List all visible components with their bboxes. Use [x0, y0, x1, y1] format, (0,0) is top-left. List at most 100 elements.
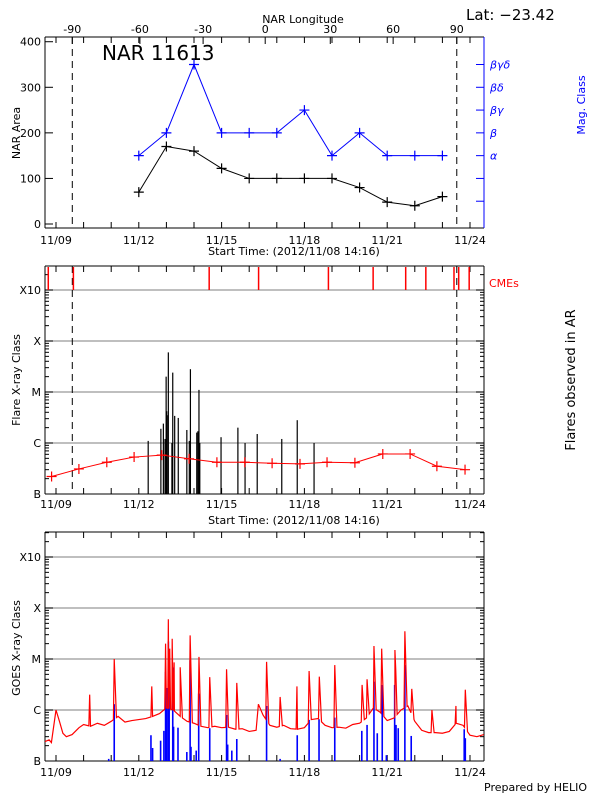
flare-x-tick-label: 11/12 [123, 498, 155, 511]
mag-class-point [354, 127, 365, 138]
area-x-tick-label: 11/15 [206, 234, 238, 247]
mag-class-ylabel: Mag. Class [575, 75, 588, 134]
goes-x-tick-label: 11/09 [40, 766, 72, 779]
cme-label: CMEs [489, 277, 519, 290]
area-x-tick-label: 11/24 [454, 234, 486, 247]
goes-x-tick-label: 11/15 [206, 766, 238, 779]
flare-mean-point [431, 461, 442, 472]
area-xlabel: Start Time: (2012/11/08 14:16) [208, 245, 380, 258]
area-point [189, 146, 199, 157]
mag-class-point [161, 127, 172, 138]
goes-x-tick-label: 11/12 [123, 766, 155, 779]
mag-class-point [189, 59, 199, 70]
mag-class-point [409, 150, 420, 161]
flare-mean-point [184, 453, 195, 464]
area-point [244, 173, 255, 184]
area-x-tick-label: 11/18 [289, 234, 321, 247]
flare-y-tick-label: X [33, 335, 41, 348]
area-point [299, 173, 310, 184]
goes-y-tick-label: X10 [19, 551, 41, 564]
mag-class-point [216, 127, 227, 138]
goes-x-tick-label: 11/21 [371, 766, 403, 779]
longitude-tick-label: 60 [386, 23, 400, 36]
region-title: NAR 11613 [102, 41, 215, 65]
mag-class-line [138, 63, 443, 157]
flare-x-tick-label: 11/18 [289, 498, 321, 511]
area-x-tick-label: 11/12 [123, 234, 155, 247]
footer-credit: Prepared by HELIO [484, 781, 587, 794]
mag-class-tick-label: βδ [489, 81, 504, 94]
flare-mean-point [322, 457, 333, 468]
goes-x-tick-label: 11/18 [289, 766, 321, 779]
area-point [216, 163, 227, 174]
mag-class-point [133, 150, 144, 161]
goes-ylabel: GOES X-ray Class [10, 600, 23, 696]
goes-y-tick-label: B [33, 755, 41, 768]
mag-class-point [382, 150, 393, 161]
flare-mean-point [405, 448, 416, 459]
flare-mean-point [349, 457, 360, 468]
mag-class-point [271, 127, 282, 138]
area-y-tick-label: 0 [34, 218, 41, 231]
flare-mean-point [294, 458, 305, 469]
flare-y-tick-label: X10 [19, 284, 41, 297]
area-y-tick-label: 400 [20, 36, 41, 49]
area-y-tick-label: 300 [20, 81, 41, 94]
longitude-tick-label: -90 [63, 23, 81, 36]
flare-x-tick-label: 11/09 [40, 498, 72, 511]
flare-y-tick-label: B [33, 488, 41, 501]
mag-class-point [244, 127, 255, 138]
flare-xlabel: Start Time: (2012/11/08 14:16) [208, 514, 380, 527]
flare-y-tick-label: C [33, 437, 41, 450]
goes-y-tick-label: X [33, 602, 41, 615]
longitude-tick-label: 30 [323, 23, 337, 36]
latitude-label: Lat: −23.42 [466, 6, 555, 24]
flare-mean-point [129, 452, 140, 463]
area-x-tick-label: 11/21 [371, 234, 403, 247]
flare-mean-point [211, 457, 222, 468]
area-point [382, 197, 393, 208]
area-line [138, 145, 443, 207]
goes-y-tick-label: C [33, 704, 41, 717]
flare-x-tick-label: 11/21 [371, 498, 403, 511]
area-y-tick-label: 200 [20, 127, 41, 140]
longitude-tick-label: 90 [450, 23, 464, 36]
flare-mean-line [51, 453, 466, 478]
mag-class-point [299, 105, 310, 116]
area-point [327, 173, 337, 184]
area-point [161, 141, 172, 152]
goes-y-tick-label: M [32, 653, 42, 666]
flare-mean-point [377, 448, 388, 459]
flare-x-tick-label: 11/24 [454, 498, 486, 511]
flare-mean-point [73, 463, 84, 474]
longitude-tick-label: -30 [194, 23, 212, 36]
longitude-tick-label: -60 [131, 23, 149, 36]
flare-ylabel: Flare X-ray Class [10, 334, 23, 426]
flare-mean-point [101, 457, 112, 468]
flare-mean-point [267, 458, 278, 469]
area-point [409, 200, 420, 211]
top-axis-title: NAR Longitude [262, 13, 344, 26]
flare-mean-point [156, 450, 167, 461]
mag-class-point [437, 150, 448, 161]
flare-y-tick-label: M [32, 386, 42, 399]
mag-class-tick-label: βγδ [489, 59, 511, 72]
flare-mean-point [46, 471, 57, 482]
goes-x-tick-label: 11/24 [454, 766, 486, 779]
flare-mean-point [239, 457, 250, 468]
mag-class-tick-label: β [489, 127, 497, 140]
longitude-tick-label: 0 [262, 23, 269, 36]
area-y-tick-label: 100 [20, 172, 41, 185]
area-point [437, 191, 448, 202]
flare-x-tick-label: 11/15 [206, 498, 238, 511]
area-point [271, 173, 282, 184]
mag-class-tick-label: βγ [489, 104, 504, 117]
area-ylabel: NAR Area [10, 107, 23, 159]
area-point [133, 187, 144, 198]
flares-in-ar-label: Flares observed in AR [564, 309, 579, 450]
area-point [354, 182, 365, 193]
area-x-tick-label: 11/09 [40, 234, 72, 247]
flare-mean-point [460, 464, 471, 475]
